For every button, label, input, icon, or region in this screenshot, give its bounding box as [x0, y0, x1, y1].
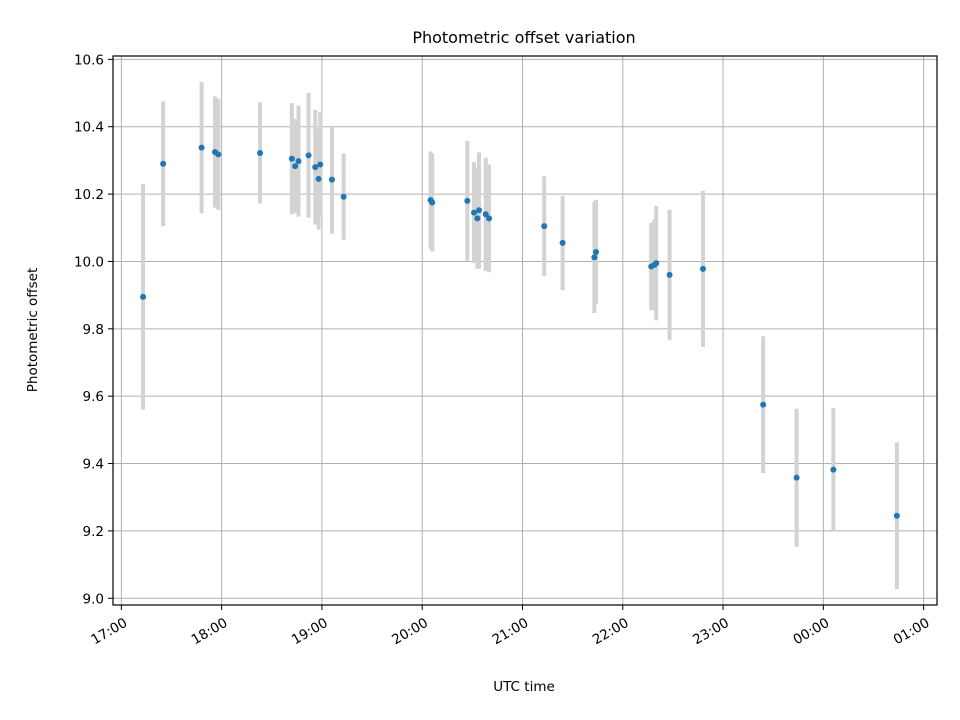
data-point — [541, 223, 548, 230]
data-point — [464, 197, 471, 204]
data-point — [760, 401, 767, 408]
x-tick-label: 01:00 — [891, 615, 933, 648]
data-point — [315, 175, 322, 182]
y-tick-label: 9.2 — [83, 524, 104, 540]
data-point — [140, 293, 147, 300]
data-point — [559, 239, 566, 246]
y-tick-label: 10.0 — [74, 254, 104, 270]
y-tick-label: 9.0 — [83, 591, 104, 607]
y-axis-label: Photometric offset — [25, 268, 41, 392]
grid-lines — [113, 56, 937, 605]
axes-frame — [112, 55, 938, 606]
data-point — [340, 193, 347, 200]
y-tick-label: 10.4 — [74, 120, 104, 136]
y-tick-label: 9.4 — [83, 457, 104, 473]
x-axis-label: UTC time — [493, 679, 555, 695]
data-point — [305, 152, 312, 159]
data-points — [140, 144, 900, 519]
data-point — [292, 163, 299, 170]
data-point — [160, 160, 167, 167]
data-point — [653, 260, 660, 267]
x-tick-label: 20:00 — [389, 615, 431, 648]
x-tick-label: 17:00 — [88, 615, 130, 648]
data-point — [215, 151, 222, 158]
data-point — [288, 155, 295, 162]
data-point — [471, 209, 478, 216]
x-tick-label: 23:00 — [690, 615, 732, 648]
error-bars — [141, 81, 899, 590]
x-tick-label: 18:00 — [189, 615, 231, 648]
x-tick-label: 21:00 — [490, 615, 532, 648]
x-tick-label: 19:00 — [289, 615, 331, 648]
data-point — [328, 176, 335, 183]
data-point — [312, 164, 319, 171]
data-point — [317, 161, 324, 168]
data-point — [474, 215, 481, 222]
data-point — [700, 265, 707, 272]
data-point — [257, 150, 264, 157]
data-point — [429, 199, 436, 206]
data-point — [476, 207, 483, 214]
x-tick-label: 22:00 — [590, 615, 632, 648]
data-point — [482, 211, 489, 218]
data-point — [893, 512, 900, 519]
data-point — [198, 144, 205, 151]
data-point — [830, 466, 837, 473]
y-axis-ticks: 9.0 9.2 9.4 9.6 9.8 10.0 10.2 10.4 10.6 — [74, 52, 113, 607]
data-point — [593, 249, 600, 256]
data-point — [295, 158, 302, 165]
y-tick-label: 9.6 — [83, 389, 104, 405]
data-point — [793, 474, 800, 481]
data-point — [591, 254, 598, 261]
x-tick-label: 00:00 — [790, 615, 832, 648]
data-point — [666, 271, 673, 278]
y-tick-label: 10.2 — [74, 187, 104, 203]
y-tick-label: 10.6 — [74, 52, 104, 68]
chart-title: Photometric offset variation — [412, 28, 635, 47]
x-axis-ticks: 17:00 18:00 19:00 20:00 21:00 22:00 23:00 00:00… — [88, 605, 932, 648]
data-point — [486, 215, 493, 222]
y-tick-label: 9.8 — [83, 322, 104, 338]
